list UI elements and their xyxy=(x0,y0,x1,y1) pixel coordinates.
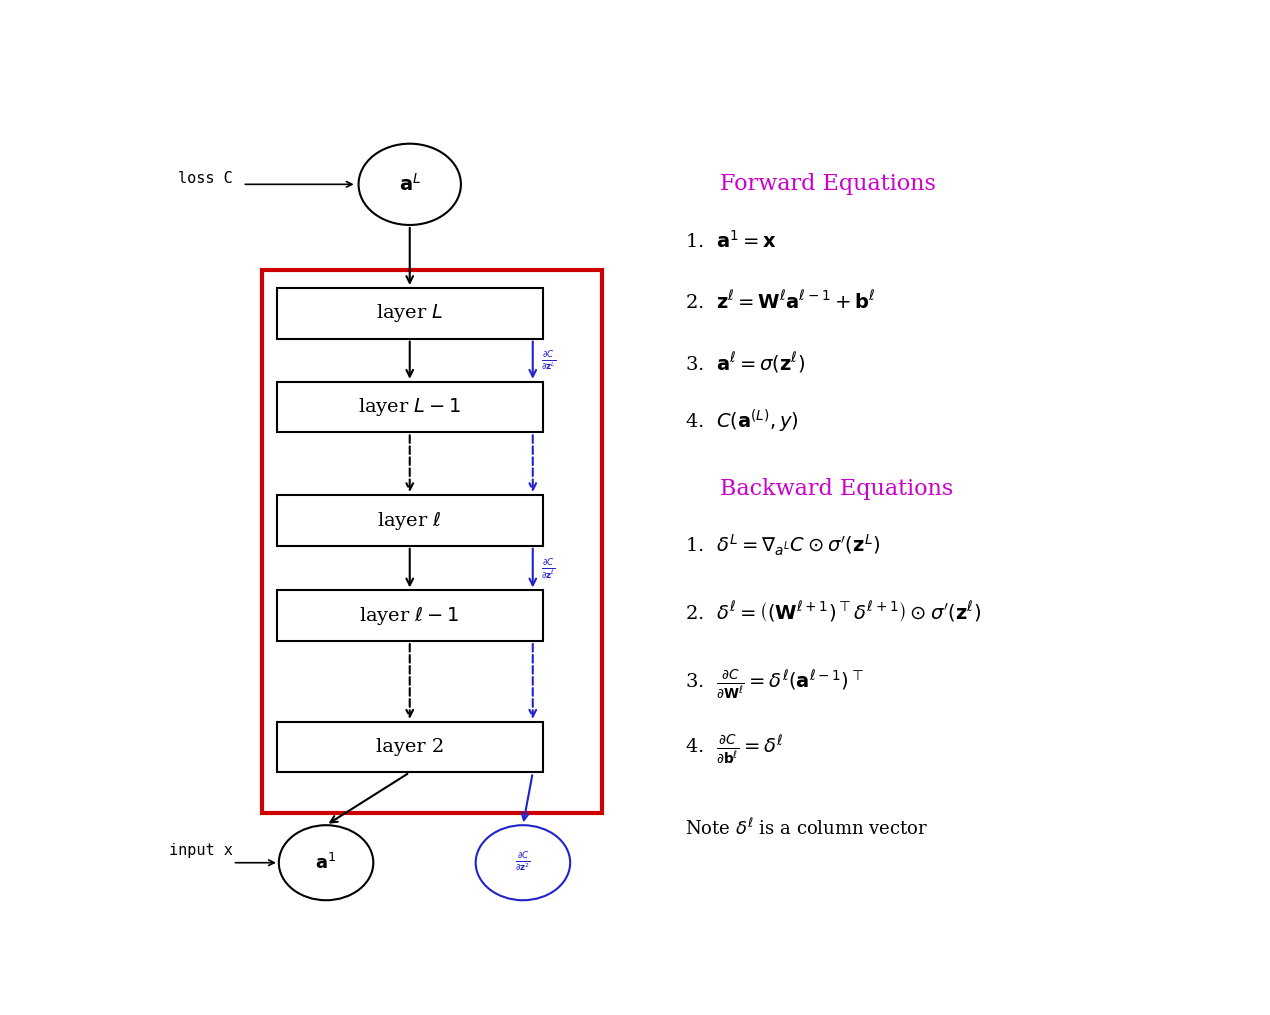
Text: Backward Equations: Backward Equations xyxy=(720,478,952,500)
Text: layer $L-1$: layer $L-1$ xyxy=(358,396,461,418)
Text: layer $\ell-1$: layer $\ell-1$ xyxy=(359,604,460,627)
Text: layer 2: layer 2 xyxy=(376,738,443,756)
Circle shape xyxy=(279,825,373,900)
Text: 1.  $\mathbf{a}^1 = \mathbf{x}$: 1. $\mathbf{a}^1 = \mathbf{x}$ xyxy=(686,229,777,252)
Text: 4.  $C(\mathbf{a}^{(L)}, y)$: 4. $C(\mathbf{a}^{(L)}, y)$ xyxy=(686,408,799,434)
Text: $\frac{\partial C}{\partial \mathbf{z}^L}$: $\frac{\partial C}{\partial \mathbf{z}^L… xyxy=(541,350,556,374)
Text: 2.  $\delta^\ell = \left((\mathbf{W}^{\ell+1})^\top\delta^{\ell+1}\right) \odot : 2. $\delta^\ell = \left((\mathbf{W}^{\el… xyxy=(686,600,982,625)
Circle shape xyxy=(476,825,570,900)
Text: Forward Equations: Forward Equations xyxy=(720,174,936,195)
Bar xyxy=(277,591,542,641)
Text: layer $L$: layer $L$ xyxy=(376,302,443,324)
Bar xyxy=(277,382,542,432)
Text: $\frac{\partial C}{\partial \mathbf{z}^2}$: $\frac{\partial C}{\partial \mathbf{z}^2… xyxy=(516,851,531,875)
Text: Note $\delta^\ell$ is a column vector: Note $\delta^\ell$ is a column vector xyxy=(686,818,928,839)
Text: $\mathbf{a}^L$: $\mathbf{a}^L$ xyxy=(399,174,420,195)
Text: 1.  $\delta^L = \nabla_{a^L} C \odot \sigma'(\mathbf{z}^L)$: 1. $\delta^L = \nabla_{a^L} C \odot \sig… xyxy=(686,533,880,558)
Bar xyxy=(277,722,542,772)
Bar xyxy=(262,270,602,813)
Text: layer $\ell$: layer $\ell$ xyxy=(377,509,442,532)
Bar xyxy=(277,495,542,546)
Text: 3.  $\frac{\partial C}{\partial \mathbf{W}^\ell} = \delta^\ell(\mathbf{a}^{\ell-: 3. $\frac{\partial C}{\partial \mathbf{W… xyxy=(686,668,865,701)
Text: $\frac{\partial C}{\partial \mathbf{z}^\ell}$: $\frac{\partial C}{\partial \mathbf{z}^\… xyxy=(541,557,555,581)
Text: 4.  $\frac{\partial C}{\partial \mathbf{b}^\ell} = \delta^\ell$: 4. $\frac{\partial C}{\partial \mathbf{b… xyxy=(686,733,784,766)
Text: 2.  $\mathbf{z}^\ell = \mathbf{W}^\ell\mathbf{a}^{\ell-1} + \mathbf{b}^\ell$: 2. $\mathbf{z}^\ell = \mathbf{W}^\ell\ma… xyxy=(686,290,876,313)
Text: 3.  $\mathbf{a}^\ell = \sigma(\mathbf{z}^\ell)$: 3. $\mathbf{a}^\ell = \sigma(\mathbf{z}^… xyxy=(686,350,805,375)
Circle shape xyxy=(358,144,461,225)
Text: input x: input x xyxy=(169,842,232,858)
Text: loss C: loss C xyxy=(178,171,234,186)
Text: $\mathbf{a}^1$: $\mathbf{a}^1$ xyxy=(315,853,337,873)
Bar xyxy=(277,288,542,339)
